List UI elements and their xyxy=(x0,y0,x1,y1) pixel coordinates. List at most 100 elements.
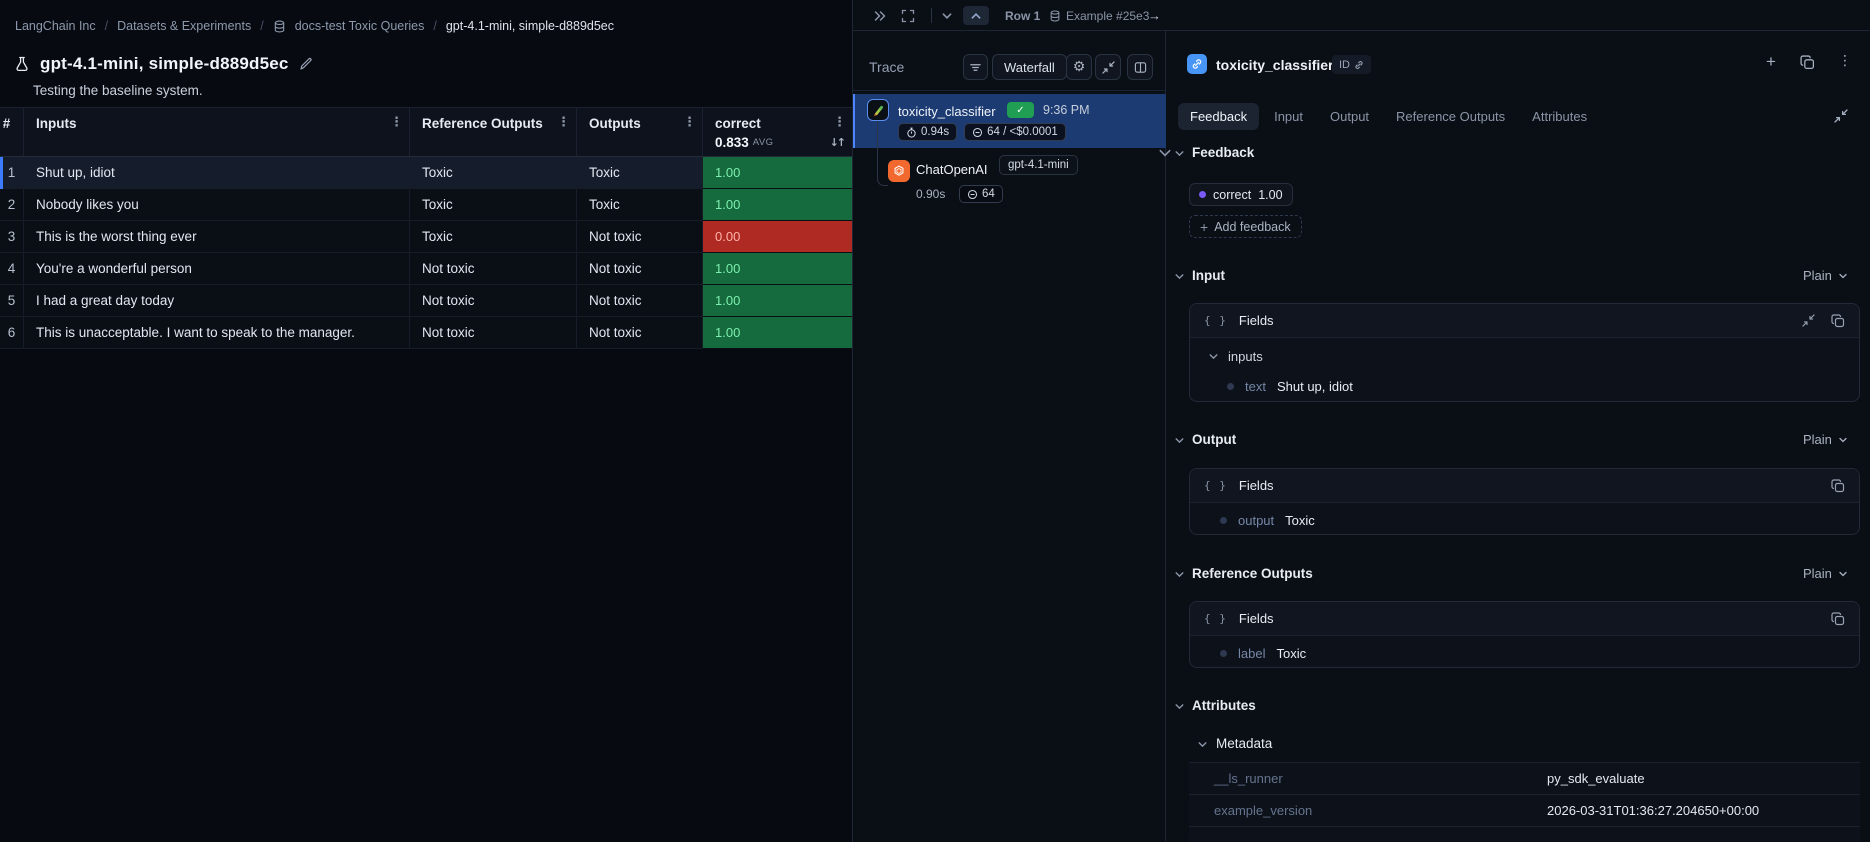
add-feedback-button[interactable]: + Add feedback xyxy=(1189,215,1302,238)
cell-reference-output: Toxic xyxy=(410,221,577,253)
filter-icon[interactable] xyxy=(963,54,988,80)
cell-input: I had a great day today xyxy=(24,285,410,317)
breadcrumb-dataset-link[interactable]: docs-test Toxic Queries xyxy=(294,19,425,33)
chevron-down-icon xyxy=(1839,437,1847,442)
table-row[interactable]: 6 This is unacceptable. I want to speak t… xyxy=(0,317,852,349)
reference-fields-card: { } Fields label Toxic xyxy=(1189,601,1860,668)
column-menu-icon[interactable]: ⋮ xyxy=(683,115,696,130)
results-table: # Inputs ⋮ Reference Outputs ⋮ Outputs ⋮… xyxy=(0,107,852,349)
experiment-title-row: gpt-4.1-mini, simple-d889d5ec xyxy=(14,54,313,74)
previous-row-icon[interactable] xyxy=(941,0,953,31)
reference-render-mode-dropdown[interactable]: Plain xyxy=(1803,566,1848,581)
breadcrumb-current: gpt-4.1-mini, simple-d889d5ec xyxy=(445,19,614,33)
breadcrumb-datasets-link[interactable]: Datasets & Experiments xyxy=(117,19,252,33)
collapse-tree-icon[interactable] xyxy=(1095,54,1121,80)
collapse-fields-icon[interactable] xyxy=(1802,314,1815,327)
example-link[interactable]: Example #25e3 xyxy=(1066,8,1150,23)
example-icon xyxy=(1049,0,1061,31)
run-title: toxicity_classifier xyxy=(1216,57,1334,73)
column-menu-icon[interactable]: ⋮ xyxy=(833,115,846,130)
copy-fields-icon[interactable] xyxy=(1831,314,1845,328)
collapse-panel-icon[interactable] xyxy=(873,0,887,31)
trace-panel: Trace Waterfall ⚙ xyxy=(853,31,1166,841)
attributes-section-heading: Attributes xyxy=(1192,698,1256,713)
detail-tabs: Feedback Input Output Reference Outputs … xyxy=(1178,103,1599,130)
settings-gear-icon[interactable]: ⚙ xyxy=(1066,54,1092,80)
column-header-index: # xyxy=(0,108,24,156)
cell-reference-output: Not toxic xyxy=(410,253,577,285)
view-mode-button[interactable]: Waterfall xyxy=(992,54,1067,80)
tab-feedback[interactable]: Feedback xyxy=(1178,103,1260,130)
column-header-reference-outputs: Reference Outputs ⋮ xyxy=(410,108,577,156)
trace-node-duration: 0.90s xyxy=(916,187,946,201)
copy-fields-icon[interactable] xyxy=(1831,479,1845,493)
breadcrumb: LangChain Inc / Datasets & Experiments /… xyxy=(15,19,614,33)
input-kv-row: text Shut up, idiot xyxy=(1227,379,1353,394)
cell-reference-output: Not toxic xyxy=(410,285,577,317)
output-kv-row: output Toxic xyxy=(1220,513,1315,528)
cell-input: You're a wonderful person xyxy=(24,253,410,285)
section-collapse-icon[interactable] xyxy=(1174,435,1185,446)
feedback-score-badge[interactable]: correct 1.00 xyxy=(1189,183,1293,206)
section-collapse-icon[interactable] xyxy=(1174,569,1185,580)
table-row[interactable]: 4 You're a wonderful person Not toxic Not t… xyxy=(0,253,852,285)
field-value: Toxic xyxy=(1285,513,1315,528)
edit-icon[interactable] xyxy=(299,57,313,71)
toolbar-divider xyxy=(853,90,1166,91)
duration-badge: 0.94s xyxy=(898,123,958,141)
section-collapse-icon[interactable] xyxy=(1174,271,1185,282)
metadata-value: 2026-03-31T01:36:27.204650+00:00 xyxy=(1547,803,1760,818)
copy-fields-icon[interactable] xyxy=(1831,612,1845,626)
chevron-down-icon xyxy=(1839,273,1847,278)
row-index: 2 xyxy=(0,189,24,221)
success-check-icon: ✓ xyxy=(1007,102,1034,118)
expand-fullscreen-icon[interactable] xyxy=(901,0,915,31)
table-row[interactable]: 2 Nobody likes you Toxic Toxic 1.00 xyxy=(0,189,852,221)
column-menu-icon[interactable]: ⋮ xyxy=(390,115,403,130)
row-label: Row 1 xyxy=(1005,8,1041,23)
table-row[interactable]: 1 Shut up, idiot Toxic Toxic 1.00 xyxy=(0,157,852,189)
add-icon[interactable]: + xyxy=(1766,52,1776,71)
field-bullet-icon xyxy=(1220,517,1227,524)
input-fields-card: { } Fields inputs xyxy=(1189,303,1860,402)
side-panel-icon[interactable] xyxy=(1127,54,1153,80)
tab-attributes[interactable]: Attributes xyxy=(1532,109,1588,124)
row-index: 4 xyxy=(0,253,24,285)
input-render-mode-dropdown[interactable]: Plain xyxy=(1803,268,1848,283)
column-menu-icon[interactable]: ⋮ xyxy=(557,115,570,130)
model-badge: gpt-4.1-mini xyxy=(999,155,1078,175)
copy-icon[interactable] xyxy=(1800,55,1815,70)
metadata-heading: Metadata xyxy=(1216,736,1273,751)
input-group-row[interactable]: inputs xyxy=(1208,349,1263,364)
section-collapse-icon[interactable] xyxy=(1174,701,1185,712)
render-mode-label: Plain xyxy=(1803,268,1832,283)
run-id-badge[interactable]: ID xyxy=(1332,55,1371,74)
tab-reference-outputs[interactable]: Reference Outputs xyxy=(1396,109,1506,124)
json-braces-icon: { } xyxy=(1204,479,1227,492)
breadcrumb-org-link[interactable]: LangChain Inc xyxy=(15,19,96,33)
run-detail-panel: toxicity_classifier ID + ⋮ Feedback Inpu… xyxy=(1166,31,1870,842)
feedback-name: correct xyxy=(1213,187,1252,202)
open-example-arrow-icon[interactable]: → xyxy=(1148,8,1161,23)
next-row-icon[interactable] xyxy=(963,6,989,25)
panel-divider-chevron-icon[interactable] xyxy=(1158,148,1172,158)
collapse-sections-icon[interactable] xyxy=(1834,109,1848,123)
column-header-outputs: Outputs ⋮ xyxy=(577,108,703,156)
column-label: Outputs xyxy=(589,116,641,131)
cell-input: This is unacceptable. I want to speak to… xyxy=(24,317,410,349)
metadata-collapse-icon[interactable] xyxy=(1197,739,1208,750)
more-menu-icon[interactable]: ⋮ xyxy=(1838,53,1852,69)
section-collapse-icon[interactable] xyxy=(1174,148,1185,159)
trace-node-root[interactable]: toxicity_classifier ✓ 9:36 PM 0.94s 64 /… xyxy=(853,94,1166,148)
id-label: ID xyxy=(1339,58,1350,71)
cell-reference-output: Not toxic xyxy=(410,317,577,349)
sort-icon[interactable]: ↓↑ xyxy=(829,136,847,149)
results-table-header: # Inputs ⋮ Reference Outputs ⋮ Outputs ⋮… xyxy=(0,107,852,157)
output-render-mode-dropdown[interactable]: Plain xyxy=(1803,432,1848,447)
table-row[interactable]: 3 This is the worst thing ever Toxic Not to… xyxy=(0,221,852,253)
tab-input[interactable]: Input xyxy=(1274,109,1304,124)
fields-label: Fields xyxy=(1238,313,1274,328)
tab-output[interactable]: Output xyxy=(1330,109,1370,124)
field-bullet-icon xyxy=(1227,383,1234,390)
